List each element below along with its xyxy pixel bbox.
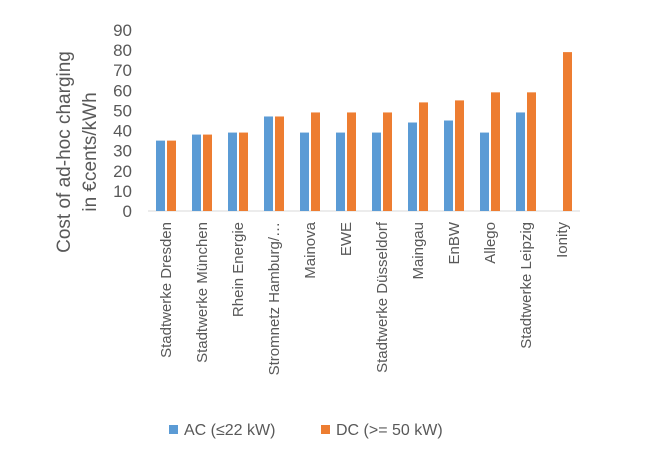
- bar-dc-8: [455, 100, 464, 211]
- y-tick-label: 10: [113, 182, 132, 201]
- bar-ac-0: [156, 140, 165, 211]
- bar-dc-0: [167, 140, 176, 211]
- legend-swatch-dc: [321, 425, 330, 434]
- bar-ac-7: [408, 122, 417, 211]
- legend-label-dc: DC (>= 50 kW): [336, 422, 443, 439]
- bar-dc-2: [239, 132, 248, 211]
- category-label: Stadtwerke Düsseldorf: [374, 221, 391, 373]
- category-label: Allego: [482, 222, 499, 264]
- y-tick-label: 80: [113, 41, 132, 60]
- legend: AC (≤22 kW) DC (>= 50 kW): [169, 422, 443, 439]
- category-label: Stromnetz Hamburg/…: [266, 222, 283, 375]
- y-tick-label: 40: [113, 122, 132, 141]
- category-label: Stadtwerke Dresden: [158, 222, 175, 358]
- category-label: EnBW: [446, 221, 463, 264]
- y-tick-label: 50: [113, 101, 132, 120]
- legend-label-ac: AC (≤22 kW): [184, 422, 275, 439]
- y-tick-label: 60: [113, 81, 132, 100]
- category-label: Stadtwerke München: [194, 222, 211, 363]
- bar-ac-8: [444, 120, 453, 211]
- bar-ac-1: [192, 134, 201, 211]
- y-tick-label: 90: [113, 21, 132, 40]
- bar-dc-7: [419, 102, 428, 211]
- category-label: Stadtwerke Leipzig: [518, 222, 535, 349]
- y-axis-label-line-2: in €cents/kWh: [80, 92, 101, 211]
- y-tick-label: 0: [123, 202, 132, 221]
- bar-dc-9: [491, 92, 500, 211]
- bar-ac-5: [336, 132, 345, 211]
- bar-dc-11: [563, 52, 572, 211]
- bar-ac-3: [264, 116, 273, 211]
- bars: [156, 52, 572, 211]
- bar-ac-9: [480, 132, 489, 211]
- category-label: Maingau: [410, 222, 427, 280]
- y-axis-label-line-1: Cost of ad-hoc charging: [54, 51, 75, 253]
- category-label: Mainova: [302, 221, 319, 278]
- legend-swatch-ac: [169, 425, 178, 434]
- bar-ac-6: [372, 132, 381, 211]
- y-tick-label: 30: [113, 142, 132, 161]
- category-label: Ionity: [554, 222, 571, 258]
- bar-dc-5: [347, 112, 356, 211]
- category-labels: Stadtwerke Dresden Stadtwerke München Rhei…: [158, 221, 571, 375]
- bar-ac-10: [516, 112, 525, 211]
- y-axis-label: Cost of ad-hoc charging in €cents/kWh: [54, 51, 101, 253]
- y-tick-label: 20: [113, 162, 132, 181]
- bar-dc-10: [527, 92, 536, 211]
- bar-dc-1: [203, 134, 212, 211]
- bar-dc-3: [275, 116, 284, 211]
- bar-ac-2: [228, 132, 237, 211]
- bar-ac-4: [300, 132, 309, 211]
- category-label: EWE: [338, 222, 355, 256]
- bar-dc-4: [311, 112, 320, 211]
- bar-dc-6: [383, 112, 392, 211]
- y-tick-label: 70: [113, 61, 132, 80]
- category-label: Rhein Energie: [230, 222, 247, 317]
